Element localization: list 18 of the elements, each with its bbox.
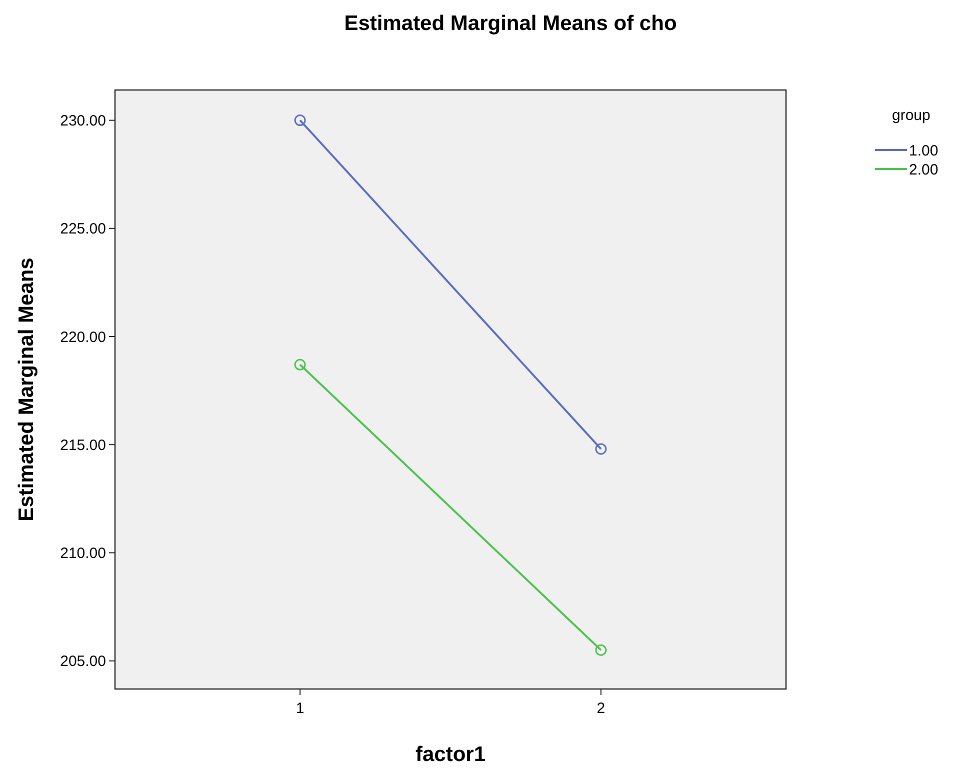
y-axis-title: Estimated Marginal Means — [15, 258, 38, 522]
chart-title: Estimated Marginal Means of cho — [344, 12, 677, 35]
x-tick-label: 1 — [296, 700, 304, 717]
legend-title: group — [892, 107, 930, 124]
point — [595, 443, 607, 455]
point — [294, 114, 306, 126]
legend-label: 1.00 — [909, 142, 938, 160]
y-tick-label: 230.00 — [60, 112, 106, 130]
x-axis-title: factor1 — [415, 743, 486, 766]
y-tick-label: 220.00 — [60, 328, 106, 346]
x-tick-label: 2 — [596, 700, 606, 717]
y-tick-label: 215.00 — [60, 436, 106, 454]
y-tick-label: 225.00 — [60, 220, 106, 238]
y-tick-label: 205.00 — [60, 653, 106, 670]
point — [595, 644, 607, 656]
legend-label: 2.00 — [909, 161, 938, 178]
y-tick-label: 210.00 — [60, 545, 106, 562]
point — [294, 358, 306, 370]
